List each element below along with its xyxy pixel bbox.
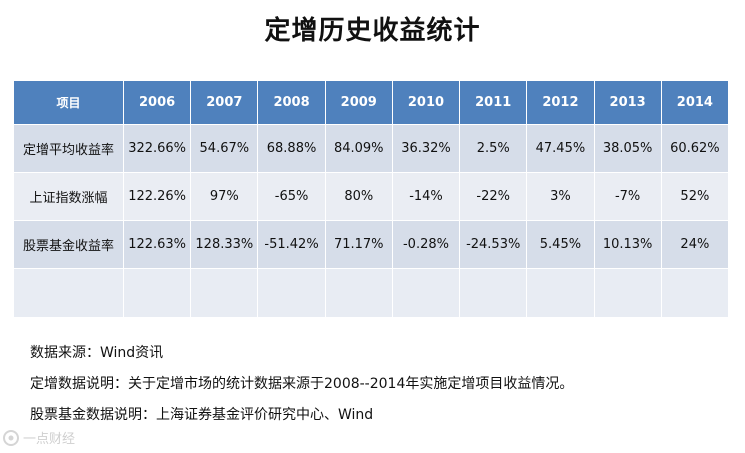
table-cell: -7% [593, 172, 662, 221]
column-header-year: 2008 [257, 80, 326, 125]
column-header-year: 2006 [122, 80, 192, 125]
table-row: 定增平均收益率 322.66% 54.67% 68.88% 84.09% 36.… [13, 124, 730, 173]
table-cell: 84.09% [324, 124, 393, 173]
table-cell: -0.28% [391, 220, 461, 269]
table-cell [190, 268, 259, 318]
table-cell: -51.42% [257, 220, 326, 269]
column-header-year: 2014 [660, 80, 730, 125]
returns-table: 项目 2006 2007 2008 2009 2010 2011 2012 20… [13, 80, 730, 318]
watermark-logo-icon [3, 429, 19, 446]
column-header-year: 2007 [190, 80, 259, 125]
table-cell: 47.45% [526, 124, 595, 173]
table-header-row: 项目 2006 2007 2008 2009 2010 2011 2012 20… [13, 80, 730, 125]
note-fund-data: 股票基金数据说明：上海证券基金评价研究中心、Wind [30, 407, 374, 423]
table-cell: 71.17% [324, 220, 393, 269]
table-cell: 2.5% [459, 124, 528, 173]
table-cell: -14% [391, 172, 461, 221]
table-cell: 52% [660, 172, 730, 221]
table-cell: 3% [526, 172, 595, 221]
table-cell: 38.05% [593, 124, 662, 173]
table-cell [593, 268, 662, 318]
table-cell: 128.33% [190, 220, 259, 269]
table-row: 上证指数涨幅 122.26% 97% -65% 80% -14% -22% 3%… [13, 172, 730, 221]
row-label: 定增平均收益率 [13, 124, 124, 173]
table-cell: 24% [660, 220, 730, 269]
table-cell [324, 268, 393, 318]
note-placement-data: 定增数据说明：关于定增市场的统计数据来源于2008--2014年实施定增项目收益… [30, 376, 574, 392]
row-label: 股票基金收益率 [13, 220, 124, 269]
table-cell [526, 268, 595, 318]
table-cell [391, 268, 461, 318]
table-cell: 322.66% [122, 124, 192, 173]
watermark: 一点财经 [2, 428, 75, 447]
table-cell: 97% [190, 172, 259, 221]
table-row-empty [13, 268, 730, 318]
table-cell: -24.53% [459, 220, 528, 269]
table-cell: -65% [257, 172, 326, 221]
table-cell: 68.88% [257, 124, 326, 173]
table-row: 股票基金收益率 122.63% 128.33% -51.42% 71.17% -… [13, 220, 730, 269]
column-header-year: 2013 [593, 80, 662, 125]
column-header-year: 2011 [459, 80, 528, 125]
notes: 数据来源：Wind资讯 定增数据说明：关于定增市场的统计数据来源于2008--2… [30, 343, 573, 436]
column-header-year: 2010 [391, 80, 461, 125]
table-cell [257, 268, 326, 318]
watermark-text: 一点财经 [23, 432, 76, 447]
table-cell: 36.32% [391, 124, 461, 173]
table-cell [459, 268, 528, 318]
table-cell [122, 268, 192, 318]
row-label: 上证指数涨幅 [13, 172, 124, 221]
table-cell: 60.62% [660, 124, 730, 173]
table-cell: 122.26% [122, 172, 192, 221]
page-title: 定增历史收益统计 [264, 16, 481, 46]
table-cell [660, 268, 730, 318]
column-header-year: 2009 [324, 80, 393, 125]
table-cell: 10.13% [593, 220, 662, 269]
row-label [13, 268, 124, 318]
column-header-item: 项目 [13, 80, 124, 125]
table-cell: 5.45% [526, 220, 595, 269]
table-cell: 122.63% [122, 220, 192, 269]
table-cell: 54.67% [190, 124, 259, 173]
note-source: 数据来源：Wind资讯 [30, 345, 164, 361]
column-header-year: 2012 [526, 80, 595, 125]
table-cell: 80% [324, 172, 393, 221]
table-cell: -22% [459, 172, 528, 221]
